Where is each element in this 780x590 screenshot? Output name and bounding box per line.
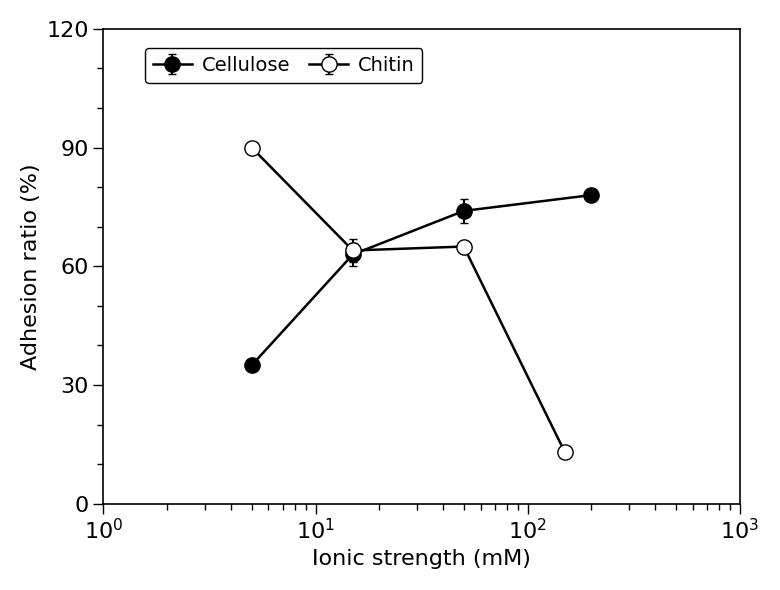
X-axis label: Ionic strength (mM): Ionic strength (mM)	[312, 549, 531, 569]
Legend: Cellulose, Chitin: Cellulose, Chitin	[145, 48, 423, 83]
Y-axis label: Adhesion ratio (%): Adhesion ratio (%)	[21, 163, 41, 370]
